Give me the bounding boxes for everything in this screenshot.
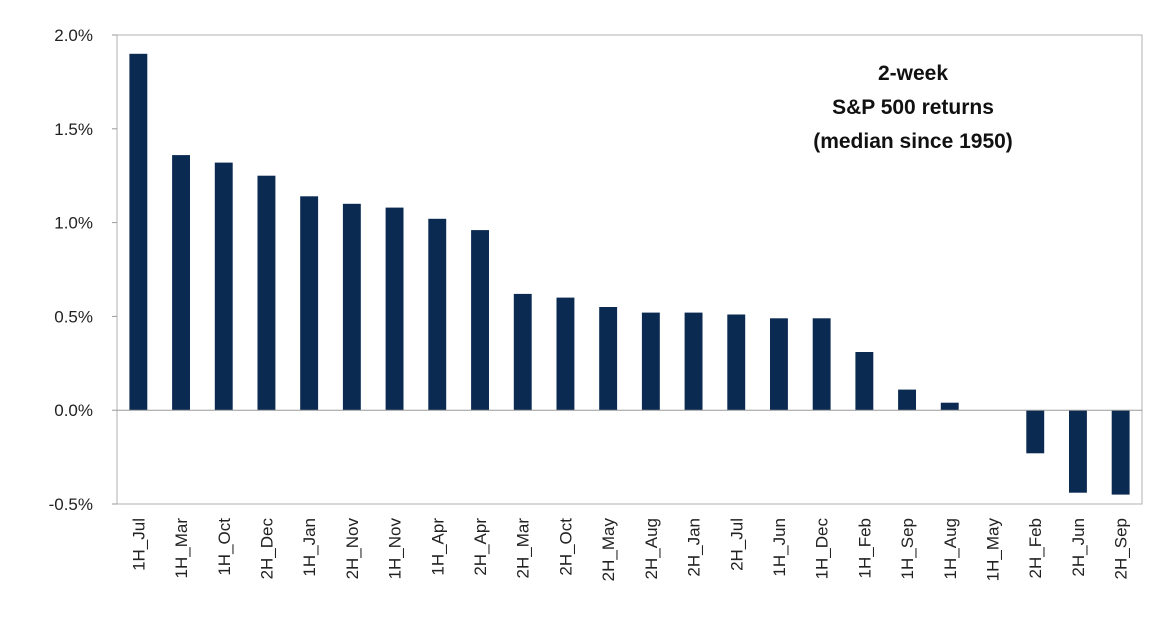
bar-1h-mar [172, 155, 190, 411]
bar-2h-jun [1069, 410, 1087, 493]
title-line-2: S&P 500 returns [832, 96, 994, 119]
x-tick-label: 2H_Jun [1069, 518, 1088, 577]
x-tick-label: 1H_Jun [770, 518, 789, 577]
x-tick-label: 1H_Aug [941, 518, 960, 579]
x-tick-label: 1H_May [984, 518, 1003, 582]
bar-2h-oct [556, 297, 575, 411]
y-tick-label: 0.5% [54, 307, 93, 326]
bar-2h-may [599, 307, 618, 411]
x-tick-label: 2H_Apr [471, 518, 490, 576]
bar-2h-sep [1111, 410, 1130, 495]
chart-title: 2-week S&P 500 returns (median since 195… [813, 62, 1013, 153]
x-tick-label: 1H_Apr [428, 518, 447, 576]
x-tick-label: 2H_Feb [1026, 518, 1045, 578]
bar-2h-jul [727, 314, 746, 411]
bar-1h-jun [770, 318, 788, 411]
y-tick-label: 1.0% [54, 214, 93, 233]
bar-1h-aug [940, 402, 959, 411]
bar-1h-jan [300, 196, 319, 411]
plot-area-frame [116, 34, 1143, 505]
x-tick-label: 1H_Sep [898, 518, 917, 579]
bars-layer [129, 53, 1130, 495]
title-line-1: 2-week [878, 62, 948, 85]
x-tick-label: 2H_May [599, 518, 618, 582]
x-axis-labels: 1H_Jul 1H_Mar 1H_Oct 2H_Dec 1H_Jan 2H_Nov 1H_N… [129, 518, 1130, 582]
bar-2h-aug [641, 312, 660, 411]
x-tick-label: 1H_Mar [172, 518, 191, 579]
x-tick-label: 1H_Oct [215, 518, 234, 576]
x-tick-label: 2H_Sep [1112, 518, 1131, 579]
y-tick-label: 2.0% [54, 26, 93, 45]
bar-1h-sep [898, 389, 916, 411]
x-tick-label: 2H_Jan [685, 518, 704, 577]
x-tick-label: 1H_Nov [386, 518, 405, 580]
y-tick-label: -0.5% [49, 495, 93, 514]
title-line-3: (median since 1950) [813, 130, 1013, 153]
bar-1h-dec [812, 318, 831, 411]
x-tick-label: 2H_Mar [514, 518, 533, 579]
bar-2h-apr [471, 230, 489, 411]
x-tick-label: 1H_Feb [855, 518, 874, 578]
bar-2h-dec [257, 175, 276, 411]
x-tick-label: 2H_Jul [727, 518, 746, 571]
bar-2h-nov [342, 203, 361, 411]
x-tick-label: 2H_Aug [642, 518, 661, 579]
y-tick-label: 1.5% [54, 120, 93, 139]
bar-2h-jan [684, 312, 703, 411]
x-tick-label: 2H_Dec [257, 518, 276, 580]
y-axis-ticks: 2.0% 1.5% 1.0% 0.5% 0.0% -0.5% [49, 26, 117, 514]
bar-1h-jul [129, 53, 148, 411]
x-tick-label: 1H_Dec [813, 518, 832, 580]
bar-2h-feb [1026, 410, 1045, 454]
y-tick-label: 0.0% [54, 401, 93, 420]
bar-1h-oct [214, 162, 233, 411]
x-tick-label: 1H_Jul [129, 518, 148, 571]
bar-1h-feb [855, 352, 874, 411]
x-tick-label: 1H_Jan [300, 518, 319, 577]
bar-2h-mar [513, 293, 532, 411]
bar-1h-nov [385, 207, 404, 411]
x-tick-label: 2H_Nov [343, 518, 362, 580]
bar-1h-apr [428, 218, 447, 411]
x-tick-label: 2H_Oct [556, 518, 575, 576]
